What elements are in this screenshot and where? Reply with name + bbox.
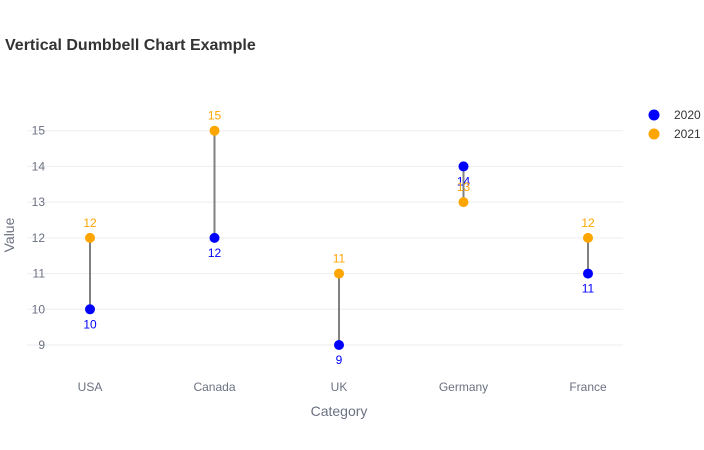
data-label-2020: 12 [208,246,222,260]
legend-label: 2021 [674,127,701,141]
data-label-2021: 13 [457,180,471,194]
data-point-2020[interactable] [85,304,95,315]
data-label-2020: 9 [336,353,343,367]
y-tick-label: 10 [32,302,46,316]
x-axis-title: Category [311,403,368,419]
legend-item-2021[interactable]: 2021 [648,127,702,141]
y-axis-ticks: 9 10 11 12 13 14 15 [32,124,46,352]
dumbbell-connectors [89,130,589,345]
legend-label: 2020 [674,108,701,122]
data-label-2021: 11 [333,252,346,266]
data-label-2020: 14 [457,174,471,188]
x-tick-label: France [569,380,607,394]
x-tick-label: USA [78,380,103,394]
x-tick-label: UK [331,380,348,394]
data-point-2021[interactable] [458,197,469,208]
data-labels: 10 12 9 14 11 12 15 11 13 12 [83,109,595,367]
y-tick-label: 13 [32,195,46,209]
y-tick-label: 11 [33,267,46,281]
data-point-2021[interactable] [209,125,220,136]
y-tick-label: 15 [32,124,46,138]
data-point-2020[interactable] [458,161,469,172]
data-point-2021[interactable] [85,232,95,243]
data-point-2021[interactable] [583,232,593,243]
x-tick-label: Germany [439,380,488,394]
data-point-2021[interactable] [334,268,344,279]
data-point-2020[interactable] [334,340,344,350]
data-label-2020: 11 [582,282,595,296]
y-axis-title: Value [1,217,17,252]
data-points [85,125,593,350]
data-label-2021: 15 [208,109,222,123]
x-tick-label: Canada [193,380,235,394]
legend-marker [648,109,660,121]
data-point-2020[interactable] [583,268,593,279]
data-label-2021: 12 [83,216,97,230]
legend-marker [648,128,660,140]
y-tick-label: 12 [32,231,46,245]
chart-title: Vertical Dumbbell Chart Example [5,37,256,54]
legend-item-2020[interactable]: 2020 [648,108,702,122]
legend[interactable]: 2020 2021 [648,108,702,141]
y-tick-label: 9 [38,338,45,352]
grid-lines [27,130,623,346]
x-axis-ticks: USA Canada UK Germany France [78,380,607,394]
data-label-2020: 10 [83,317,97,331]
data-label-2021: 12 [581,216,595,230]
data-point-2020[interactable] [209,232,220,243]
y-tick-label: 14 [32,159,46,173]
